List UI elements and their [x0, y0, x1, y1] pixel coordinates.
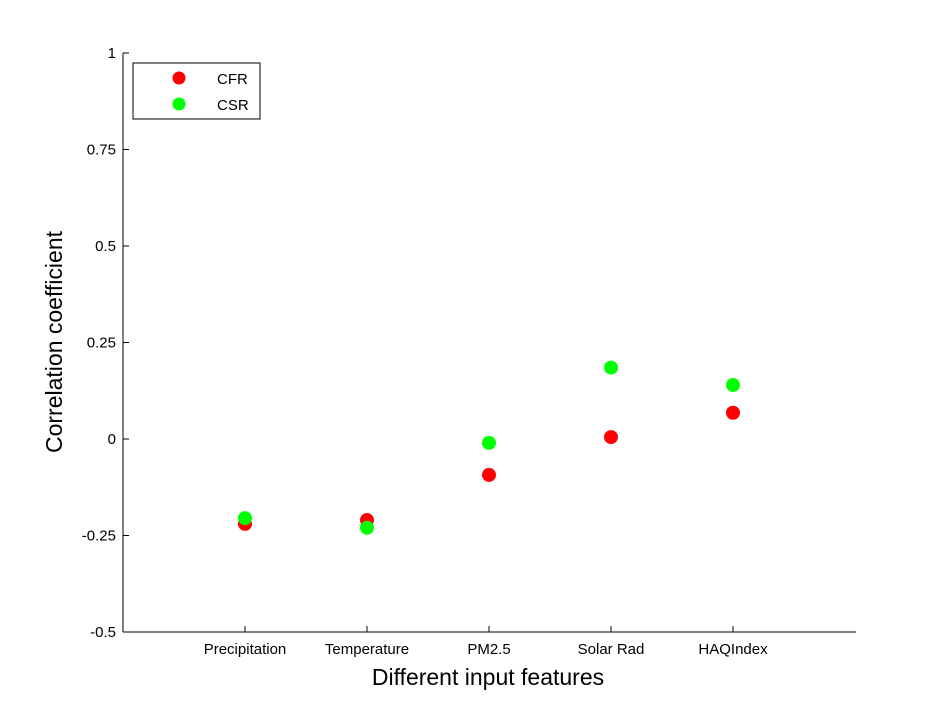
- y-tick-label: 1: [108, 45, 116, 62]
- y-tick-label: -0.25: [82, 528, 116, 545]
- x-tick-label: Temperature: [325, 641, 409, 658]
- point-csr-solar-rad: [604, 360, 618, 375]
- x-tick-label: HAQIndex: [698, 641, 768, 658]
- x-tick-label: Precipitation: [204, 641, 287, 658]
- point-cfr-haqindex: [726, 405, 740, 420]
- y-tick-label: 0.5: [95, 238, 116, 255]
- y-tick-label: 0.25: [87, 335, 116, 352]
- y-axis-ticks: -0.5 -0.25 0 0.25 0.5 0.75 1: [82, 45, 129, 641]
- y-tick-label: 0.75: [87, 142, 116, 159]
- axes: [122, 53, 856, 633]
- y-tick-label: 0: [108, 431, 116, 448]
- point-csr-haqindex: [726, 377, 740, 392]
- point-csr-temperature: [360, 520, 374, 535]
- legend-box: [132, 62, 261, 120]
- legend-marker-cfr: [172, 71, 186, 85]
- x-axis-ticks: Precipitation Temperature PM2.5 Solar Rad HA…: [204, 626, 768, 658]
- point-cfr-pm2-5: [482, 467, 496, 482]
- x-tick-label: Solar Rad: [578, 641, 645, 658]
- point-csr-pm2-5: [482, 435, 496, 450]
- data-points: [238, 360, 740, 535]
- point-csr-precipitation: [238, 511, 252, 526]
- point-cfr-solar-rad: [604, 430, 618, 445]
- legend-label-csr: CSR: [217, 97, 249, 114]
- legend-marker-csr: [172, 97, 186, 111]
- legend-label-cfr: CFR: [217, 71, 248, 88]
- y-tick-label: -0.5: [90, 624, 116, 641]
- x-axis-label: Different input features: [372, 664, 604, 690]
- x-tick-label: PM2.5: [467, 641, 510, 658]
- legend: CFR CSR: [132, 62, 261, 120]
- y-axis-label: Correlation coefficient: [41, 230, 67, 453]
